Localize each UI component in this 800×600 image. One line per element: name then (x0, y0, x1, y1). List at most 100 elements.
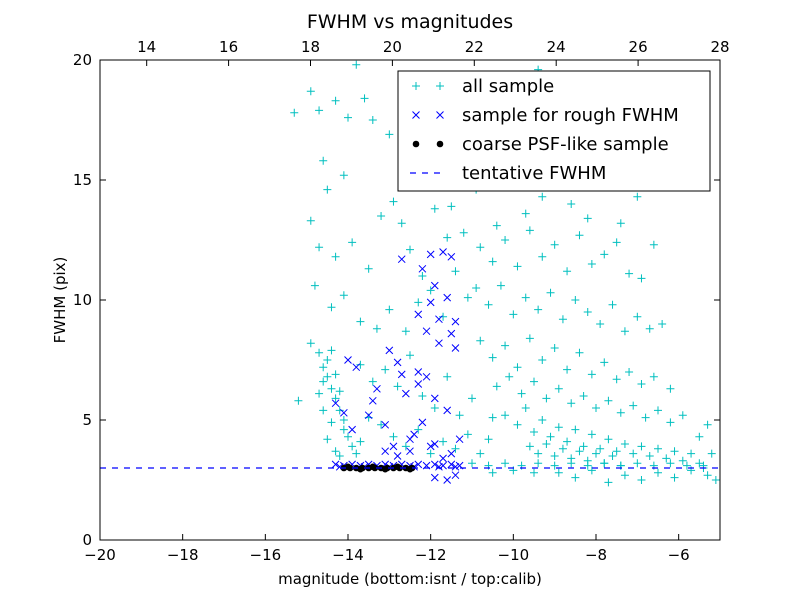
all-sample-point (571, 473, 580, 482)
rough-sample-point (451, 462, 460, 471)
all-sample-point (339, 291, 348, 300)
all-sample-point (649, 240, 658, 249)
all-sample-point (554, 468, 563, 477)
all-sample-point (327, 346, 336, 355)
all-sample-point (583, 214, 592, 223)
coarse-psf-point (369, 463, 377, 471)
chart-title: FWHM vs magnitudes (307, 11, 513, 33)
coarse-psf-point (344, 463, 352, 471)
all-sample-point (463, 293, 472, 302)
all-sample-point (513, 363, 522, 372)
all-sample-point (468, 459, 476, 468)
all-sample-point (695, 459, 704, 468)
top-tick-label: 14 (137, 38, 156, 56)
y-tick-label: 0 (82, 531, 92, 549)
x-tick-label: −16 (250, 546, 282, 564)
all-sample-point (306, 216, 315, 225)
all-sample-point (563, 437, 572, 446)
all-sample-point (484, 300, 493, 309)
rough-sample-point (439, 454, 447, 463)
all-sample-point (426, 449, 435, 458)
rough-sample-point (443, 476, 452, 484)
all-sample-point (587, 260, 596, 268)
all-sample-point (666, 384, 675, 393)
all-sample-point (600, 250, 609, 259)
x-axis-label: magnitude (bottom:isnt / top:calib) (278, 570, 542, 588)
all-sample-point (381, 365, 390, 374)
all-sample-point (587, 466, 596, 475)
all-sample-point (633, 312, 642, 321)
all-sample-point (612, 238, 621, 247)
top-tick-label: 18 (301, 38, 320, 56)
all-sample-point (521, 209, 530, 218)
all-sample-point (538, 192, 547, 201)
all-sample-point (488, 468, 497, 477)
all-sample-point (637, 476, 646, 484)
all-sample-point (331, 96, 340, 105)
all-sample-point (678, 411, 687, 420)
all-sample-point (550, 344, 559, 352)
all-sample-point (654, 468, 662, 477)
all-sample-point (604, 478, 613, 487)
legend-marker-coarse (436, 140, 444, 148)
rough-sample-point (331, 460, 340, 469)
all-sample-point (414, 425, 423, 434)
plot-area (100, 60, 720, 487)
all-sample-point (488, 257, 497, 266)
all-sample-point (596, 320, 605, 328)
all-sample-point (393, 382, 402, 391)
all-sample-point (501, 459, 510, 468)
all-sample-point (587, 370, 596, 379)
all-sample-point (331, 394, 340, 403)
all-sample-point (451, 444, 460, 453)
rough-sample-point (430, 281, 439, 290)
all-sample-point (530, 377, 538, 386)
all-sample-point (418, 392, 427, 400)
rough-sample-point (385, 346, 394, 355)
all-sample-point (513, 420, 522, 429)
rough-sample-point (397, 255, 406, 264)
all-sample-point (360, 94, 369, 103)
legend-label: sample for rough FWHM (462, 105, 679, 126)
all-sample-point (323, 435, 332, 444)
rough-sample-point (430, 440, 439, 448)
rough-sample-point (414, 368, 423, 376)
rough-sample-point (348, 425, 356, 434)
all-sample-point (418, 272, 427, 280)
all-sample-point (430, 404, 439, 412)
all-sample-point (426, 286, 435, 295)
all-sample-point (703, 420, 712, 429)
legend-marker-all (412, 82, 420, 90)
all-sample-point (385, 130, 394, 139)
all-sample-point (604, 396, 613, 405)
all-sample-point (319, 406, 328, 415)
all-sample-point (492, 382, 501, 391)
all-sample-point (637, 274, 646, 283)
all-sample-point (389, 197, 398, 206)
all-sample-point (401, 327, 410, 336)
rough-sample-point (443, 406, 452, 415)
x-tick-label: −18 (167, 546, 199, 564)
legend-marker-rough (412, 111, 420, 119)
all-sample-point (496, 281, 505, 290)
rough-sample-point (381, 420, 390, 429)
all-sample-point (521, 293, 530, 302)
rough-sample-point (393, 358, 402, 367)
all-sample-point (546, 288, 555, 297)
all-sample-point (563, 365, 572, 374)
coarse-psf-point (406, 465, 414, 473)
all-sample-point (339, 425, 348, 434)
x-tick-label: −12 (415, 546, 447, 564)
all-sample-point (335, 387, 344, 396)
rough-sample-point (451, 471, 460, 480)
all-sample-point (546, 432, 555, 441)
rough-sample-point (393, 452, 402, 460)
all-sample-point (625, 269, 634, 278)
x-axis-ticks: −20 −18 −16 −14 −12 −10 −8 −6 (84, 534, 690, 564)
all-sample-point (323, 356, 332, 364)
y-tick-label: 15 (73, 171, 92, 189)
all-sample-point (645, 324, 654, 333)
all-sample-point (654, 444, 662, 453)
all-sample-point (571, 296, 580, 304)
